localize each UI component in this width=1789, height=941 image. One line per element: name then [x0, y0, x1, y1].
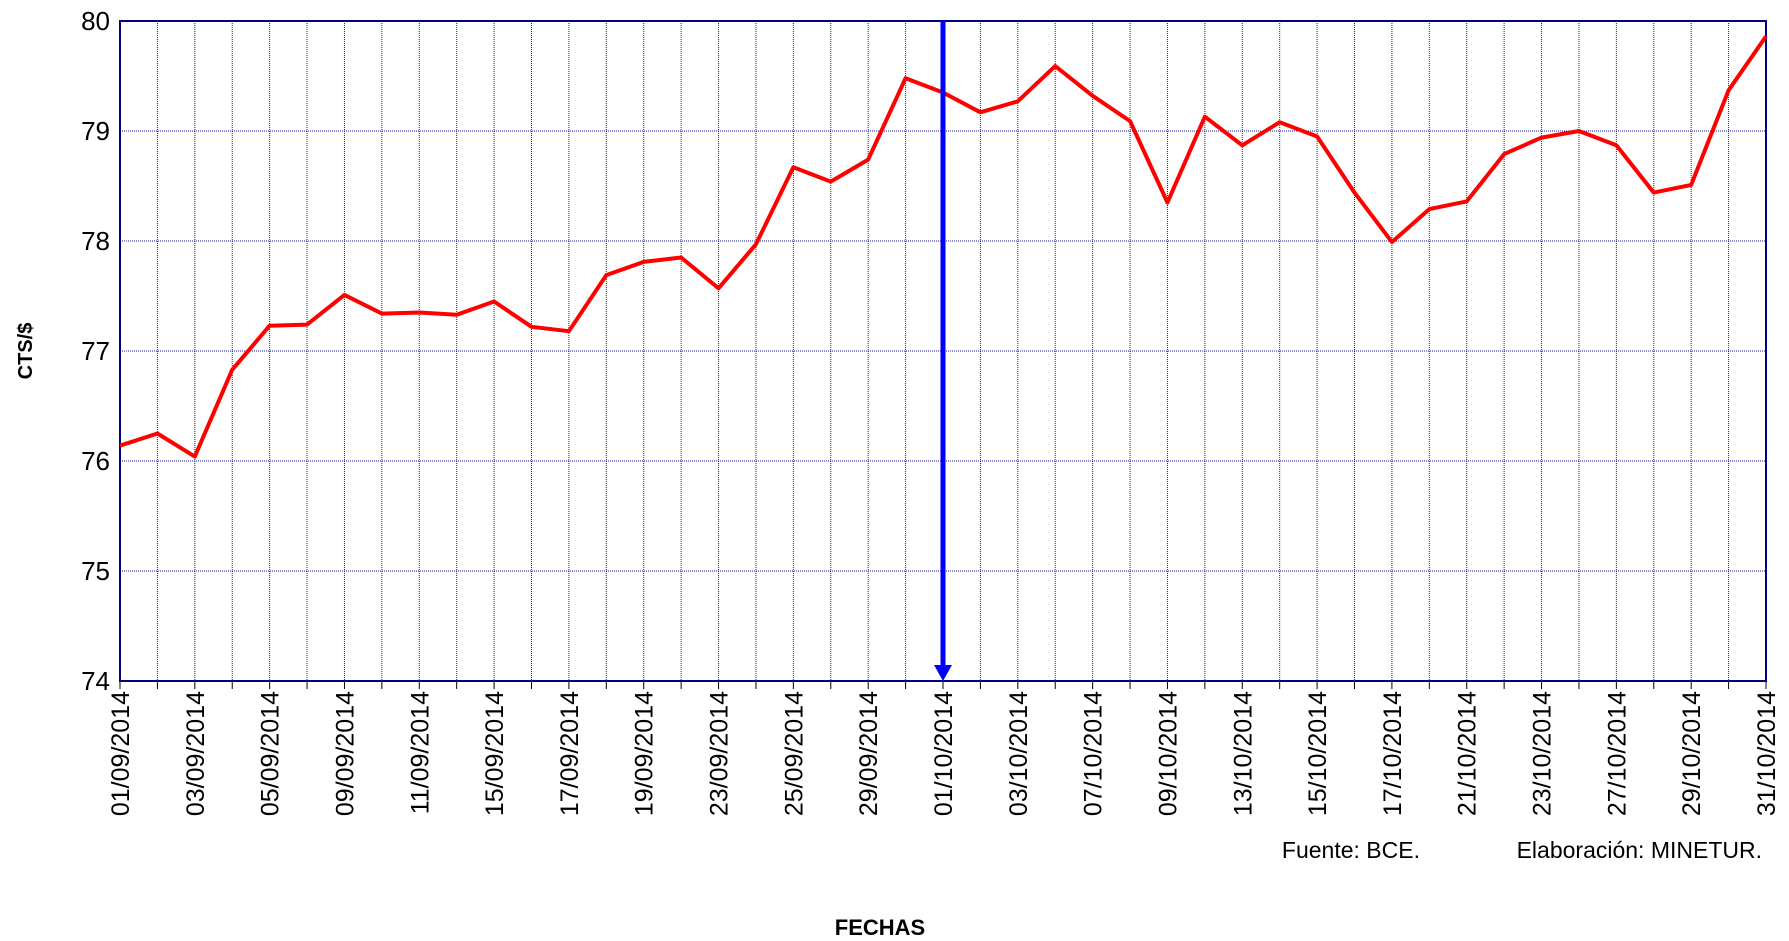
x-tick-label: 27/10/2014 — [1603, 691, 1631, 816]
x-tick-label: 09/10/2014 — [1154, 691, 1182, 816]
y-tick-label: 74 — [81, 666, 110, 696]
x-tick-label: 01/09/2014 — [107, 691, 135, 816]
credit-note: Elaboración: MINETUR. — [1517, 837, 1762, 863]
x-axis-label: FECHAS — [835, 915, 925, 940]
x-tick-label: 09/09/2014 — [331, 691, 359, 816]
marker-arrowhead — [934, 665, 952, 681]
x-tick-label: 15/10/2014 — [1304, 691, 1332, 816]
y-tick-label: 77 — [81, 336, 110, 366]
x-tick-label: 01/10/2014 — [930, 691, 958, 816]
x-tick-label: 31/10/2014 — [1753, 691, 1781, 816]
y-axis-label: CTS/$ — [15, 323, 37, 380]
x-tick-label: 23/10/2014 — [1529, 691, 1557, 816]
y-tick-label: 80 — [81, 6, 110, 36]
x-tick-label: 29/09/2014 — [855, 691, 883, 816]
source-note: Fuente: BCE. — [1282, 837, 1420, 863]
y-tick-label: 75 — [81, 556, 110, 586]
x-tick-label: 19/09/2014 — [631, 691, 659, 816]
y-tick-label: 79 — [81, 116, 110, 146]
x-tick-label: 23/09/2014 — [706, 691, 734, 816]
x-tick-label: 21/10/2014 — [1454, 691, 1482, 816]
x-tick-label: 17/10/2014 — [1379, 691, 1407, 816]
x-tick-label: 29/10/2014 — [1678, 691, 1706, 816]
x-tick-label: 17/09/2014 — [556, 691, 584, 816]
x-tick-label: 05/09/2014 — [257, 691, 285, 816]
x-tick-label: 11/09/2014 — [406, 691, 434, 814]
x-tick-label: 15/09/2014 — [481, 691, 509, 816]
x-tick-label: 25/09/2014 — [780, 691, 808, 816]
x-tick-label: 03/09/2014 — [182, 691, 210, 816]
y-tick-label: 76 — [81, 446, 110, 476]
y-tick-label: 78 — [81, 226, 110, 256]
x-tick-label: 07/10/2014 — [1080, 691, 1108, 816]
x-tick-label: 03/10/2014 — [1005, 691, 1033, 816]
x-tick-label: 13/10/2014 — [1229, 691, 1257, 816]
